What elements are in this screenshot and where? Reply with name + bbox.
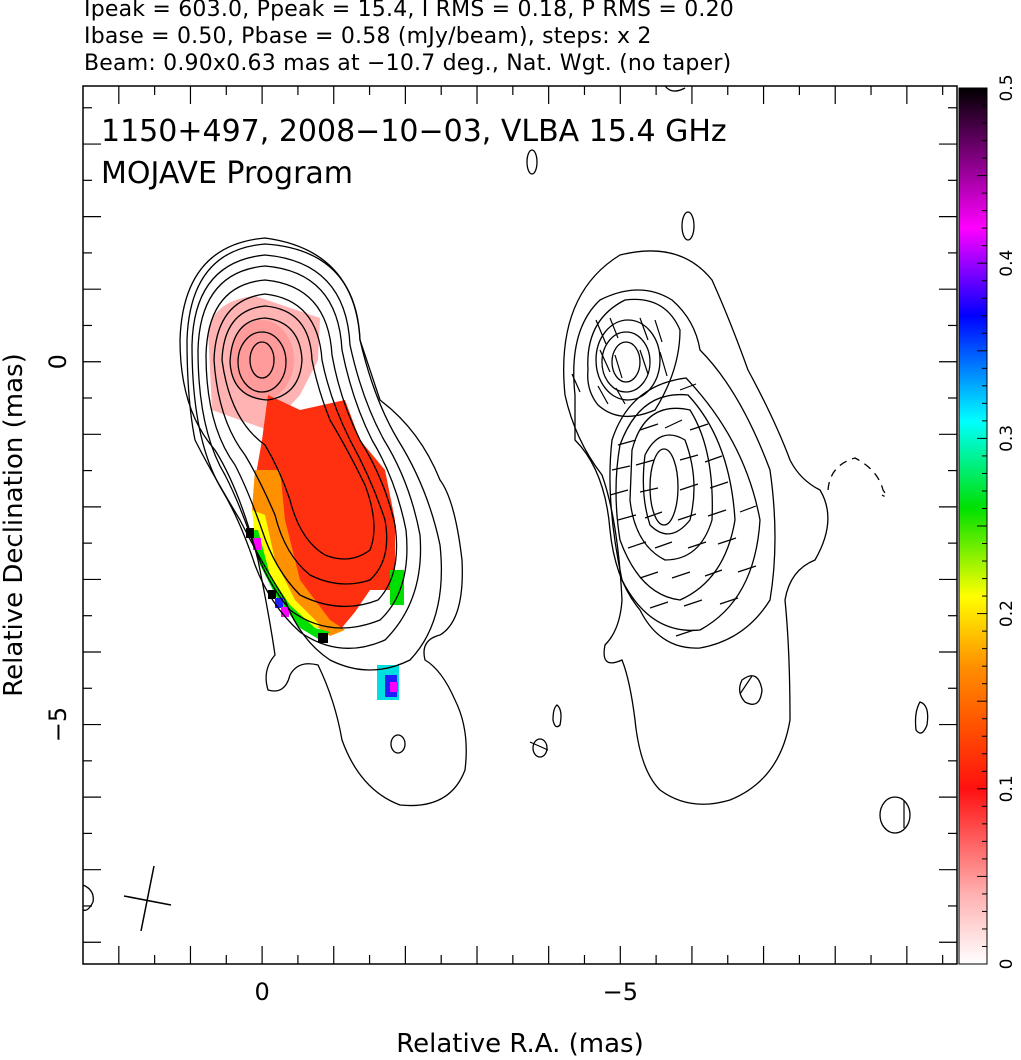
x-tick-label: −5 [603, 978, 638, 1006]
x-axis-ticks [118, 86, 944, 964]
plot-subtitle: MOJAVE Program [101, 156, 353, 191]
intensity-contours-right [563, 211, 929, 834]
intensity-contours-left [83, 86, 686, 911]
colorbar-tick-label: 0.2 [997, 600, 1017, 627]
y-tick-label: −5 [44, 707, 72, 742]
header-line-2: Ibase = 0.50, Pbase = 0.58 (mJy/beam), s… [84, 24, 652, 49]
x-axis-tick-labels: 0 −5 [254, 978, 638, 1006]
x-tick-label: 0 [254, 978, 269, 1006]
plot-frame [82, 85, 958, 965]
fractional-polarization-overlay [208, 296, 404, 700]
colorbar-ticks: 0 0.1 0.2 0.3 0.4 0.5 [977, 74, 1017, 969]
evpa-sticks [529, 317, 905, 828]
colorbar-tick-label: 0.5 [997, 74, 1017, 101]
colorbar-tick-label: 0 [997, 959, 1017, 970]
header-line-3: Beam: 0.90x0.63 mas at −10.7 deg., Nat. … [84, 51, 732, 76]
colorbar-tick-label: 0.4 [997, 250, 1017, 277]
y-axis-label: Relative Declination (mas) [0, 353, 29, 696]
x-axis-label: Relative R.A. (mas) [396, 1029, 643, 1059]
beam-ellipse-cross [123, 865, 172, 932]
plot-title: 1150+497, 2008−10−03, VLBA 15.4 GHz [101, 114, 727, 149]
y-axis-tick-labels: 0 −5 [44, 354, 72, 742]
colorbar-tick-label: 0.3 [997, 425, 1017, 452]
y-axis-ticks [83, 107, 957, 943]
header-line-1: Ipeak = 603.0, Ppeak = 15.4, I RMS = 0.1… [84, 0, 734, 22]
y-tick-label: 0 [44, 354, 72, 369]
colorbar-tick-label: 0.1 [997, 775, 1017, 802]
